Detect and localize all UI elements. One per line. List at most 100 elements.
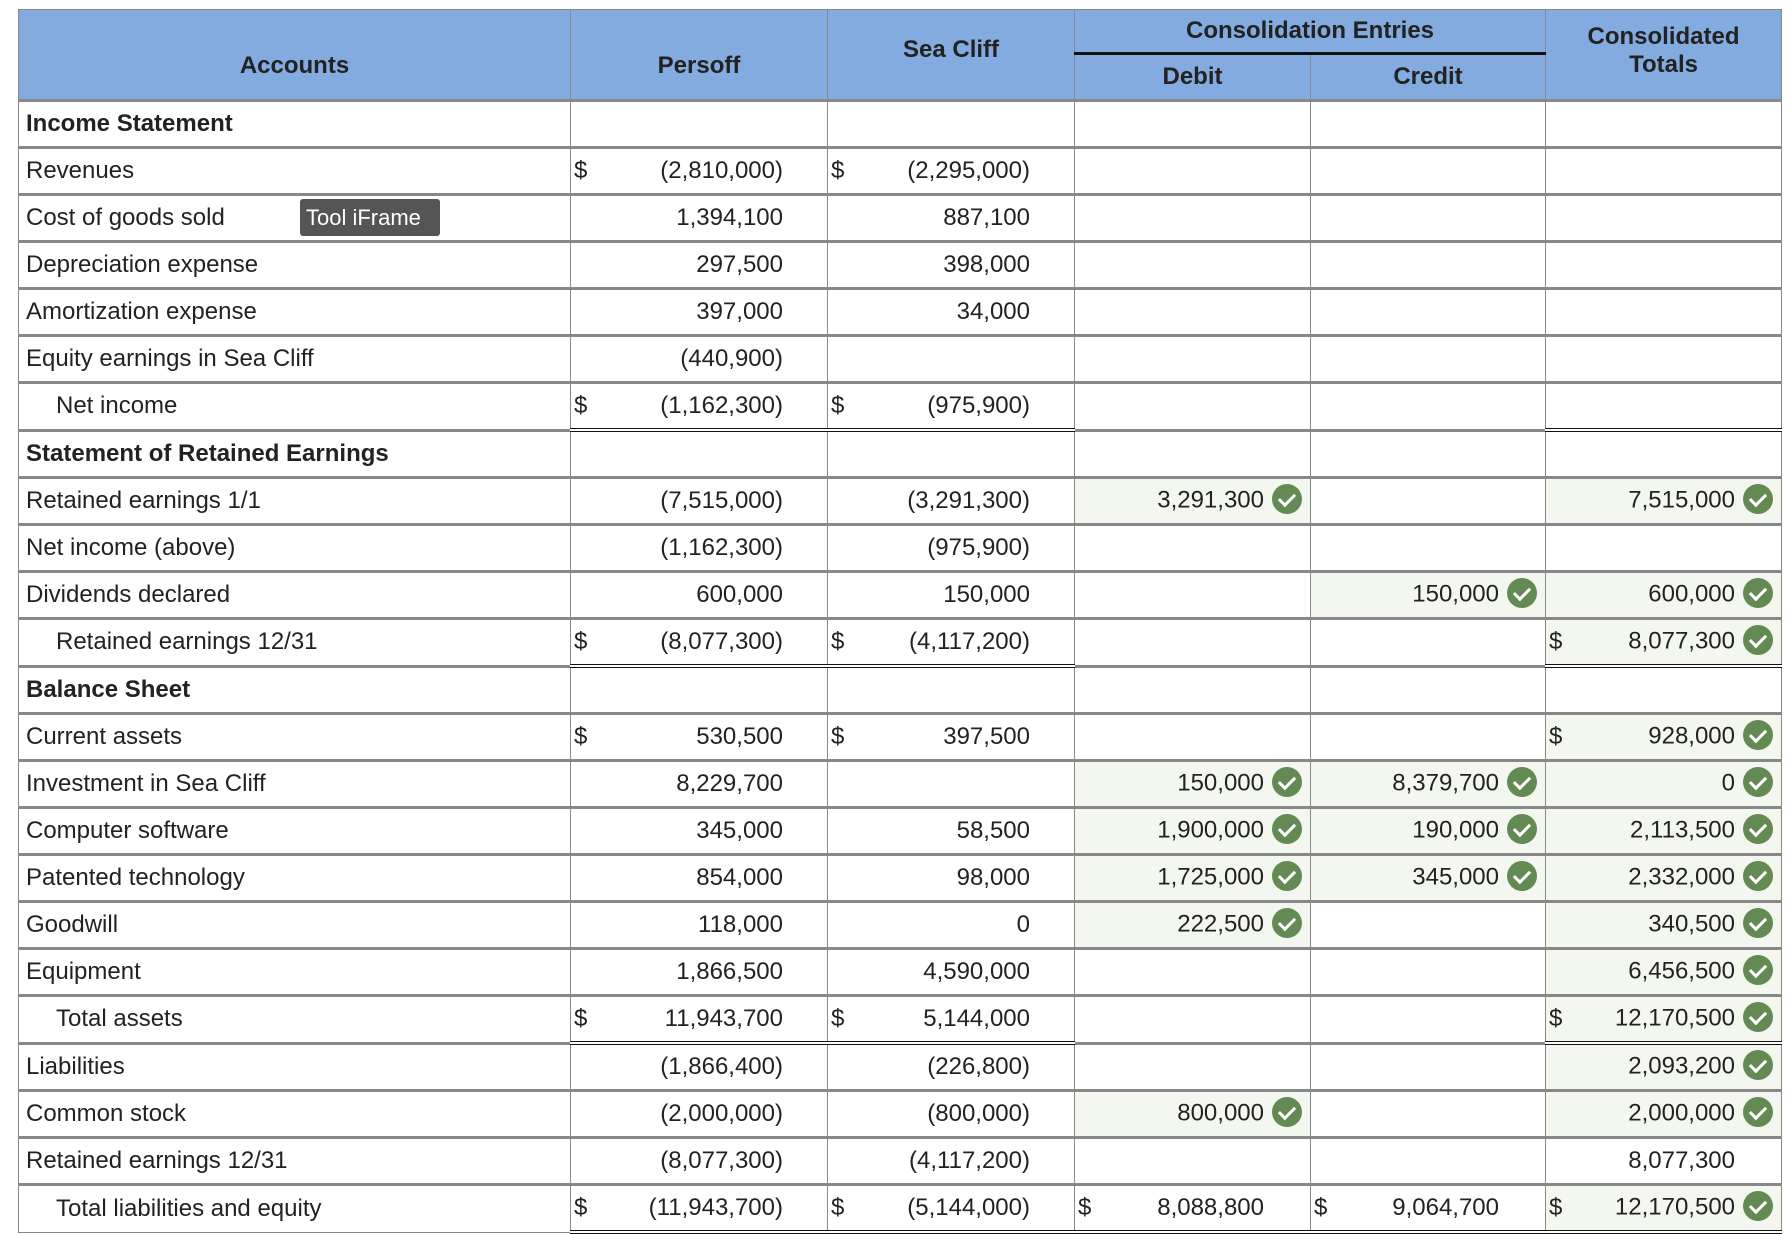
header-accounts: Accounts (18, 9, 571, 101)
persoff-value: (1,162,300) (660, 534, 783, 561)
dollar-sign: $ (1314, 1194, 1328, 1221)
totals-cell[interactable]: 340,500 (1545, 900, 1783, 949)
account-label: Cost of goods sold (18, 193, 571, 242)
debit-cell[interactable]: 3,291,300 (1074, 476, 1311, 525)
totals-cell[interactable] (1545, 381, 1783, 432)
debit-cell[interactable] (1074, 240, 1311, 289)
credit-cell[interactable] (1309, 1136, 1547, 1185)
debit-value: 3,291,300 (1157, 486, 1264, 514)
totals-cell[interactable] (1545, 146, 1783, 195)
credit-cell[interactable]: 345,000 (1309, 853, 1547, 902)
debit-cell[interactable]: 1,900,000 (1074, 806, 1311, 855)
check-circle-icon (1743, 814, 1774, 844)
debit-cell[interactable] (1074, 994, 1311, 1044)
debit-cell[interactable] (1074, 712, 1311, 761)
debit-cell[interactable]: $8,088,800 (1074, 1183, 1311, 1234)
totals-cell[interactable]: 2,000,000 (1545, 1089, 1783, 1138)
persoff-cell: (440,900) (570, 334, 828, 383)
credit-cell[interactable] (1309, 947, 1547, 996)
debit-cell[interactable]: 222,500 (1074, 900, 1311, 949)
credit-cell[interactable] (1309, 900, 1547, 949)
credit-cell[interactable] (1309, 287, 1547, 336)
table-row: Net income (above) (1,162,300) (975,900) (18, 523, 1783, 572)
credit-cell[interactable] (1309, 523, 1547, 572)
totals-cell[interactable]: 0 (1545, 759, 1783, 808)
account-label: Computer software (18, 806, 571, 855)
debit-cell[interactable] (1074, 570, 1311, 619)
persoff-cell: 345,000 (570, 806, 828, 855)
totals-cell[interactable] (1545, 523, 1783, 572)
debit-cell[interactable] (1074, 146, 1311, 195)
debit-cell[interactable]: 150,000 (1074, 759, 1311, 808)
debit-cell[interactable] (1074, 617, 1311, 667)
totals-cell[interactable]: 2,332,000 (1545, 853, 1783, 902)
persoff-cell: 297,500 (570, 240, 828, 289)
table-row: Investment in Sea Cliff 8,229,700 150,000 8… (18, 759, 1783, 808)
totals-cell[interactable]: $8,077,300 (1545, 617, 1783, 668)
totals-cell[interactable]: 600,000 (1545, 570, 1783, 619)
totals-cell[interactable]: $12,170,500 (1545, 994, 1783, 1045)
totals-value: 8,077,300 (1628, 627, 1736, 655)
seacliff-cell (827, 759, 1075, 808)
dollar-sign: $ (574, 1194, 588, 1221)
dollar-sign: $ (831, 1005, 845, 1032)
check-circle-icon (1743, 625, 1774, 655)
debit-cell[interactable] (1074, 1136, 1311, 1185)
seacliff-value: (226,800) (927, 1053, 1030, 1080)
account-label: Investment in Sea Cliff (18, 759, 571, 808)
totals-cell[interactable]: $928,000 (1545, 712, 1783, 761)
debit-cell[interactable] (1074, 523, 1311, 572)
totals-cell[interactable] (1545, 334, 1783, 383)
totals-cell[interactable]: 2,093,200 (1545, 1041, 1783, 1091)
credit-cell[interactable] (1309, 1089, 1547, 1138)
credit-cell[interactable]: $9,064,700 (1309, 1183, 1547, 1234)
debit-cell[interactable] (1074, 381, 1311, 431)
credit-cell[interactable] (1309, 381, 1547, 431)
totals-cell[interactable]: $12,170,500 (1545, 1183, 1783, 1234)
seacliff-cell: 98,000 (827, 853, 1075, 902)
credit-cell[interactable]: 190,000 (1309, 806, 1547, 855)
debit-cell[interactable] (1074, 287, 1311, 336)
credit-cell[interactable] (1309, 476, 1547, 525)
debit-cell[interactable] (1074, 193, 1311, 242)
debit-cell[interactable] (1074, 1041, 1311, 1091)
credit-cell[interactable] (1309, 240, 1547, 289)
credit-cell[interactable] (1309, 994, 1547, 1044)
persoff-value: 854,000 (696, 864, 783, 891)
totals-cell[interactable] (1545, 240, 1783, 289)
credit-cell[interactable]: 8,379,700 (1309, 759, 1547, 808)
seacliff-value: 0 (1016, 911, 1030, 938)
totals-cell[interactable] (1545, 287, 1783, 336)
credit-cell[interactable]: 150,000 (1309, 570, 1547, 619)
persoff-cell: $ (8,077,300) (570, 617, 828, 668)
debit-cell[interactable]: 1,725,000 (1074, 853, 1311, 902)
dollar-sign: $ (831, 392, 845, 419)
credit-cell[interactable] (1309, 712, 1547, 761)
account-label: Net income (above) (18, 523, 571, 572)
credit-cell (1309, 428, 1547, 478)
totals-cell[interactable]: 2,113,500 (1545, 806, 1783, 855)
dollar-sign: $ (831, 157, 845, 184)
debit-cell[interactable] (1074, 947, 1311, 996)
persoff-cell: 397,000 (570, 287, 828, 336)
persoff-value: (2,000,000) (660, 1100, 783, 1127)
debit-value: 150,000 (1177, 769, 1264, 797)
credit-cell[interactable] (1309, 334, 1547, 383)
totals-cell[interactable]: 7,515,000 (1545, 476, 1783, 525)
debit-cell[interactable] (1074, 334, 1311, 383)
totals-cell[interactable]: 6,456,500 (1545, 947, 1783, 996)
check-circle-icon (1507, 578, 1538, 608)
credit-cell[interactable] (1309, 617, 1547, 667)
credit-cell[interactable] (1309, 146, 1547, 195)
persoff-cell: (1,162,300) (570, 523, 828, 572)
debit-cell[interactable]: 800,000 (1074, 1089, 1311, 1138)
credit-cell[interactable] (1309, 1041, 1547, 1091)
totals-cell[interactable]: 8,077,300 (1545, 1136, 1783, 1185)
seacliff-value: (2,295,000) (907, 157, 1030, 184)
account-label: Dividends declared (18, 570, 571, 619)
credit-cell[interactable] (1309, 193, 1547, 242)
check-circle-icon (1743, 578, 1774, 608)
persoff-value: (440,900) (680, 345, 783, 372)
seacliff-cell: (975,900) (827, 523, 1075, 572)
totals-cell[interactable] (1545, 193, 1783, 242)
